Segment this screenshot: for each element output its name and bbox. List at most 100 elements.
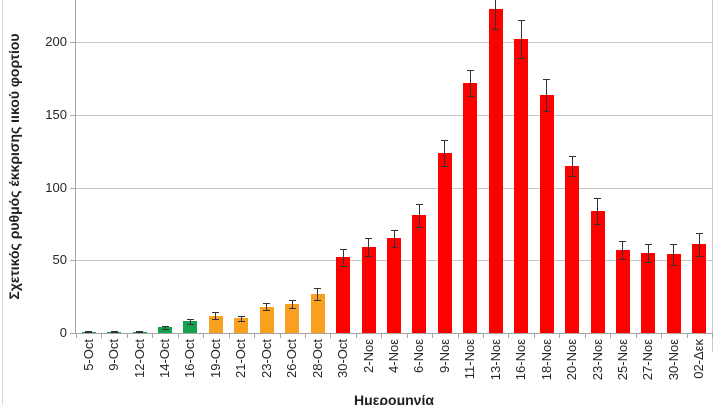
plot-area-right-border	[712, 0, 713, 352]
x-tick-mark	[584, 334, 586, 338]
error-bar-line	[444, 139, 446, 166]
error-bar-line	[597, 197, 599, 224]
error-bar-cap-bottom	[339, 266, 347, 268]
y-axis-line	[75, 0, 76, 334]
bar-4-Νοε	[387, 238, 401, 333]
error-bar-cap-bottom	[237, 321, 245, 323]
error-bar-line	[189, 319, 191, 324]
error-bar-cap-bottom	[212, 319, 220, 321]
error-bar-line	[495, 0, 497, 30]
bar-30-Oct	[336, 257, 351, 333]
error-bar-cap-top	[314, 287, 322, 289]
error-bar-cap-top	[365, 238, 373, 240]
error-bar-line	[698, 232, 700, 256]
x-tick-mark	[177, 334, 179, 338]
bar-16-Oct	[183, 321, 198, 333]
x-tick-mark	[508, 334, 510, 338]
x-tick-mark	[712, 334, 713, 338]
x-tick-mark	[254, 334, 256, 338]
error-bar-cap-top	[288, 299, 296, 301]
error-bar-cap-top	[339, 248, 347, 250]
error-bar-cap-bottom	[85, 332, 93, 333]
error-bar-cap-bottom	[594, 223, 602, 225]
x-tick-mark	[279, 334, 281, 338]
error-bar-line	[342, 248, 344, 267]
y-tick-mark	[70, 187, 76, 189]
bar-18-Νοε	[539, 94, 554, 333]
x-axis-line	[75, 333, 713, 334]
error-bar-line	[266, 303, 268, 311]
error-bar-line	[164, 325, 166, 329]
gridline	[76, 42, 712, 44]
x-tick-mark	[406, 334, 408, 338]
error-bar-cap-top	[136, 330, 144, 332]
error-bar-line	[291, 299, 293, 309]
error-bar-line	[418, 203, 420, 227]
error-bar-cap-top	[543, 78, 551, 80]
error-bar-cap-top	[517, 20, 525, 22]
bar-28-Oct	[310, 293, 325, 333]
x-tick-mark	[126, 334, 128, 338]
error-bar-cap-bottom	[543, 110, 551, 112]
error-bar-cap-top	[619, 241, 627, 243]
bar-6-Νοε	[412, 215, 427, 333]
error-bar-line	[571, 155, 573, 176]
error-bar-cap-bottom	[390, 247, 398, 249]
error-bar-cap-bottom	[263, 310, 271, 312]
x-tick-mark	[304, 334, 306, 338]
error-bar-cap-top	[263, 303, 271, 305]
error-bar-cap-bottom	[415, 226, 423, 228]
error-bar-line	[368, 238, 370, 256]
error-bar-cap-bottom	[288, 308, 296, 310]
x-tick-mark	[101, 334, 103, 338]
error-bar-cap-bottom	[110, 332, 118, 333]
bar-02-Δεκ	[692, 244, 707, 333]
y-tick-label: 150	[45, 106, 67, 122]
x-tick-mark	[559, 334, 561, 338]
bar-9-Νοε	[437, 152, 452, 333]
bar-25-Νοε	[615, 250, 630, 333]
bar-26-Oct	[285, 303, 300, 333]
bar-27-Νοε	[641, 253, 656, 333]
error-bar-cap-bottom	[492, 29, 500, 31]
y-tick-label: 200	[45, 34, 67, 50]
x-tick-mark	[152, 334, 154, 338]
error-bar-line	[520, 20, 522, 59]
x-tick-mark	[610, 334, 612, 338]
gridline	[76, 114, 712, 116]
bar-13-Νοε	[488, 8, 503, 333]
error-bar-cap-top	[466, 69, 474, 71]
error-bar-cap-top	[186, 319, 194, 321]
y-axis-title: Σχετικός ρυθμός έκκρισης ιικού φορτίου	[6, 33, 22, 300]
error-bar-line	[393, 229, 395, 248]
gridline	[76, 187, 712, 189]
error-bar-line	[647, 244, 649, 262]
error-bar-line	[622, 241, 624, 259]
x-tick-mark	[228, 334, 230, 338]
error-bar-cap-bottom	[161, 328, 169, 330]
error-bar-cap-bottom	[441, 165, 449, 167]
error-bar-cap-bottom	[314, 299, 322, 301]
error-bar-line	[240, 315, 242, 322]
error-bar-cap-top	[594, 197, 602, 199]
error-bar-cap-bottom	[644, 261, 652, 263]
x-tick-mark	[686, 334, 688, 338]
x-tick-mark	[457, 334, 459, 338]
error-bar-cap-top	[670, 244, 678, 246]
x-tick-mark	[533, 334, 535, 338]
y-tick-label: 100	[45, 179, 67, 195]
y-tick-mark	[70, 114, 76, 116]
y-tick-label: 50	[52, 252, 67, 268]
error-bar-cap-bottom	[619, 258, 627, 260]
x-tick-mark	[203, 334, 205, 338]
bar-16-Νοε	[514, 39, 529, 333]
error-bar-cap-top	[212, 311, 220, 313]
x-tick-mark	[483, 334, 485, 338]
error-bar-cap-bottom	[186, 323, 194, 325]
y-tick-mark	[70, 42, 76, 44]
error-bar-line	[215, 311, 217, 320]
bar-23-Νοε	[590, 210, 605, 333]
bar-2-Νοε	[361, 247, 376, 333]
x-tick-mark	[355, 334, 357, 338]
bar-11-Νοε	[463, 82, 478, 333]
